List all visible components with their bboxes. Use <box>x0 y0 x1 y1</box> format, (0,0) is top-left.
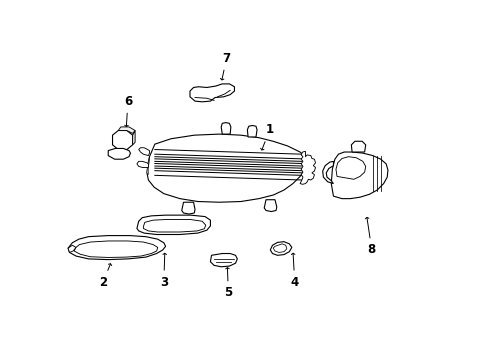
Polygon shape <box>147 134 306 202</box>
Polygon shape <box>273 244 286 252</box>
Polygon shape <box>264 200 276 212</box>
Polygon shape <box>247 126 257 137</box>
Polygon shape <box>118 127 135 134</box>
Polygon shape <box>147 157 149 175</box>
Polygon shape <box>322 161 333 184</box>
Text: 2: 2 <box>99 264 111 289</box>
Polygon shape <box>335 157 365 179</box>
Polygon shape <box>112 131 132 149</box>
Polygon shape <box>139 148 149 156</box>
Text: 6: 6 <box>123 95 132 126</box>
Polygon shape <box>221 123 230 134</box>
Polygon shape <box>270 242 291 255</box>
Polygon shape <box>74 241 158 257</box>
Polygon shape <box>108 148 130 159</box>
Polygon shape <box>351 141 365 152</box>
Polygon shape <box>68 235 165 260</box>
Text: 3: 3 <box>160 253 167 289</box>
Text: 8: 8 <box>365 217 375 256</box>
Polygon shape <box>137 161 148 167</box>
Polygon shape <box>182 202 195 214</box>
Text: 7: 7 <box>220 51 230 80</box>
Text: 1: 1 <box>260 123 273 150</box>
Polygon shape <box>300 151 315 184</box>
Polygon shape <box>190 84 234 102</box>
Polygon shape <box>137 215 210 234</box>
Polygon shape <box>68 245 76 252</box>
Text: 5: 5 <box>224 267 232 300</box>
Text: 4: 4 <box>290 253 298 289</box>
Polygon shape <box>330 152 387 199</box>
Polygon shape <box>132 131 135 145</box>
Polygon shape <box>143 220 205 232</box>
Polygon shape <box>210 253 237 267</box>
